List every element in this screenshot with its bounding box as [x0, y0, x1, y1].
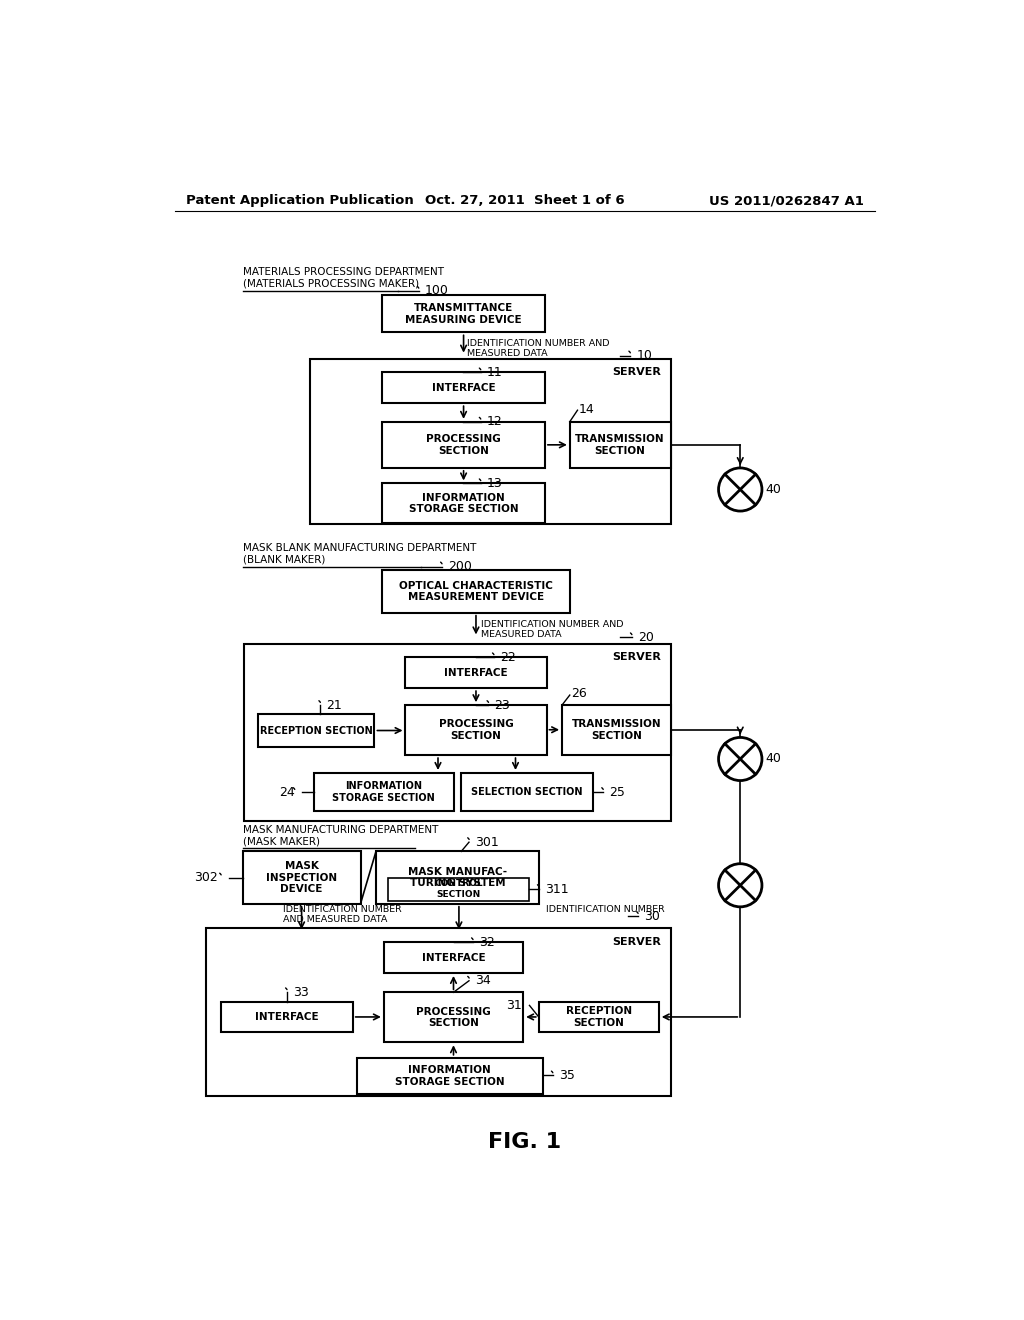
- Text: 34: 34: [475, 974, 490, 987]
- Text: MASK
INSPECTION
DEVICE: MASK INSPECTION DEVICE: [266, 861, 337, 894]
- Text: 14: 14: [579, 403, 595, 416]
- Text: SERVER: SERVER: [612, 652, 662, 663]
- Text: MEASURED DATA: MEASURED DATA: [467, 348, 548, 358]
- Text: US 2011/0262847 A1: US 2011/0262847 A1: [710, 194, 864, 207]
- Text: Patent Application Publication: Patent Application Publication: [186, 194, 414, 207]
- Text: MASK MANUFACTURING DEPARTMENT: MASK MANUFACTURING DEPARTMENT: [243, 825, 438, 834]
- Text: 32: 32: [479, 936, 495, 949]
- Text: 20: 20: [638, 631, 654, 644]
- Text: PROCESSING
SECTION: PROCESSING SECTION: [438, 719, 513, 741]
- Bar: [384, 993, 523, 1043]
- Bar: [243, 851, 360, 904]
- Text: (MASK MAKER): (MASK MAKER): [243, 837, 319, 846]
- Text: CONTROL
SECTION: CONTROL SECTION: [434, 879, 483, 899]
- Bar: [382, 296, 545, 333]
- Bar: [258, 714, 375, 747]
- Text: SELECTION SECTION: SELECTION SECTION: [471, 787, 583, 797]
- Text: 100: 100: [425, 284, 449, 297]
- Bar: [406, 657, 547, 688]
- Bar: [382, 483, 545, 524]
- Text: 13: 13: [486, 477, 503, 490]
- Bar: [314, 774, 454, 812]
- Text: INTERFACE: INTERFACE: [444, 668, 508, 677]
- Bar: [245, 644, 671, 821]
- Text: IDENTIFICATION NUMBER AND: IDENTIFICATION NUMBER AND: [481, 620, 624, 628]
- Bar: [388, 878, 529, 900]
- Text: INFORMATION
STORAGE SECTION: INFORMATION STORAGE SECTION: [395, 1065, 505, 1086]
- Text: PROCESSING
SECTION: PROCESSING SECTION: [426, 434, 501, 455]
- Bar: [569, 422, 671, 469]
- Bar: [382, 570, 569, 612]
- Text: 31: 31: [506, 999, 522, 1012]
- Text: (MATERIALS PROCESSING MAKER): (MATERIALS PROCESSING MAKER): [243, 279, 419, 289]
- Bar: [384, 942, 523, 973]
- Bar: [382, 372, 545, 404]
- Text: FIG. 1: FIG. 1: [488, 1133, 561, 1152]
- Text: Oct. 27, 2011  Sheet 1 of 6: Oct. 27, 2011 Sheet 1 of 6: [425, 194, 625, 207]
- Bar: [376, 851, 539, 904]
- Text: SERVER: SERVER: [612, 367, 662, 378]
- Text: 40: 40: [765, 483, 781, 496]
- Text: SERVER: SERVER: [612, 937, 662, 948]
- Text: 35: 35: [559, 1069, 574, 1082]
- Text: 26: 26: [571, 686, 587, 700]
- Bar: [406, 705, 547, 755]
- Text: MASK BLANK MANUFACTURING DEPARTMENT: MASK BLANK MANUFACTURING DEPARTMENT: [243, 543, 476, 553]
- Text: INFORMATION
STORAGE SECTION: INFORMATION STORAGE SECTION: [409, 492, 518, 515]
- Bar: [310, 359, 671, 524]
- Bar: [461, 774, 593, 812]
- Text: 33: 33: [293, 986, 309, 999]
- Text: RECEPTION SECTION: RECEPTION SECTION: [260, 726, 373, 735]
- Text: RECEPTION
SECTION: RECEPTION SECTION: [565, 1006, 632, 1028]
- Bar: [562, 705, 671, 755]
- Text: INTERFACE: INTERFACE: [422, 953, 485, 962]
- Text: PROCESSING
SECTION: PROCESSING SECTION: [416, 1007, 490, 1028]
- Text: 22: 22: [500, 651, 516, 664]
- Text: OPTICAL CHARACTERISTIC
MEASUREMENT DEVICE: OPTICAL CHARACTERISTIC MEASUREMENT DEVIC…: [399, 581, 553, 602]
- Bar: [221, 1002, 352, 1032]
- Text: 24: 24: [280, 785, 295, 799]
- Text: 23: 23: [495, 698, 510, 711]
- Text: 11: 11: [486, 366, 503, 379]
- Text: MEASURED DATA: MEASURED DATA: [481, 630, 562, 639]
- Text: MATERIALS PROCESSING DEPARTMENT: MATERIALS PROCESSING DEPARTMENT: [243, 268, 443, 277]
- Text: AND MEASURED DATA: AND MEASURED DATA: [283, 915, 387, 924]
- Text: TRANSMISSION
SECTION: TRANSMISSION SECTION: [575, 434, 665, 455]
- Text: 301: 301: [475, 836, 499, 849]
- Text: INTERFACE: INTERFACE: [432, 383, 496, 393]
- Bar: [206, 928, 671, 1096]
- Text: 30: 30: [644, 909, 660, 923]
- Bar: [539, 1002, 658, 1032]
- Text: INTERFACE: INTERFACE: [255, 1012, 318, 1022]
- Text: 10: 10: [636, 348, 652, 362]
- Text: 200: 200: [449, 560, 472, 573]
- Bar: [382, 422, 545, 469]
- Text: IDENTIFICATION NUMBER AND: IDENTIFICATION NUMBER AND: [467, 339, 610, 348]
- Text: (BLANK MAKER): (BLANK MAKER): [243, 554, 325, 565]
- Text: 40: 40: [765, 752, 781, 766]
- Text: 21: 21: [327, 698, 342, 711]
- Text: MASK MANUFAC-
TURING SYSTEM: MASK MANUFAC- TURING SYSTEM: [408, 867, 507, 888]
- Text: 311: 311: [545, 883, 568, 896]
- Text: 302: 302: [194, 871, 218, 884]
- Bar: [356, 1057, 543, 1094]
- Text: IDENTIFICATION NUMBER: IDENTIFICATION NUMBER: [547, 906, 666, 915]
- Text: 25: 25: [609, 785, 625, 799]
- Text: TRANSMITTANCE
MEASURING DEVICE: TRANSMITTANCE MEASURING DEVICE: [406, 304, 522, 325]
- Text: TRANSMISSION
SECTION: TRANSMISSION SECTION: [571, 719, 662, 741]
- Text: INFORMATION
STORAGE SECTION: INFORMATION STORAGE SECTION: [333, 781, 435, 803]
- Text: 12: 12: [486, 416, 503, 428]
- Text: IDENTIFICATION NUMBER: IDENTIFICATION NUMBER: [283, 906, 401, 915]
